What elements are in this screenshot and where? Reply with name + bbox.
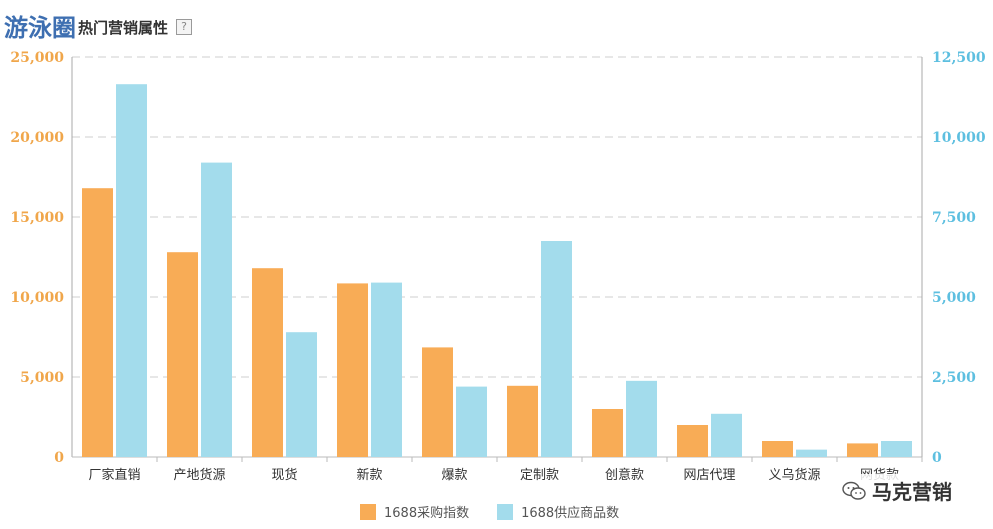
- bar-supply-count[interactable]: [626, 380, 657, 457]
- bar-supply-count[interactable]: [286, 332, 317, 457]
- grid-layer: [72, 56, 922, 378]
- bar-supply-count[interactable]: [456, 386, 487, 457]
- bar-supply-count[interactable]: [371, 282, 402, 457]
- left-tick-label: 0: [54, 450, 64, 466]
- category-label: 定制款: [520, 468, 559, 483]
- bar-supply-count[interactable]: [881, 441, 912, 457]
- legend-item-series2[interactable]: 1688供应商品数: [497, 502, 619, 521]
- category-label: 爆款: [441, 468, 467, 483]
- legend-swatch-series1: [360, 503, 376, 520]
- category-labels: 厂家直销产地货源现货新款爆款定制款创意款网店代理义乌货源网货款: [88, 457, 923, 483]
- category-label: 义乌货源: [768, 467, 820, 483]
- right-tick-label: 2,500: [932, 370, 976, 386]
- bar-supply-count[interactable]: [796, 449, 827, 457]
- watermark: 马克营销: [836, 474, 958, 507]
- bar-purchase-index[interactable]: [167, 252, 198, 457]
- legend-swatch-series2: [497, 503, 514, 520]
- category-label: 网店代理: [683, 468, 735, 483]
- bar-purchase-index[interactable]: [82, 188, 113, 457]
- watermark-text: 马克营销: [872, 480, 952, 504]
- legend-label-series2: 1688供应商品数: [521, 506, 620, 521]
- bar-purchase-index[interactable]: [337, 283, 368, 457]
- right-tick-label: 10,000: [932, 130, 986, 146]
- bar-purchase-index[interactable]: [592, 409, 623, 457]
- left-tick-label: 10,000: [10, 290, 64, 306]
- bar-supply-count[interactable]: [116, 84, 147, 457]
- help-icon[interactable]: ?: [176, 19, 193, 35]
- category-label: 创意款: [605, 467, 644, 483]
- right-tick-label: 7,500: [932, 210, 976, 226]
- bars-layer: [82, 84, 912, 457]
- wechat-icon: [842, 481, 866, 500]
- bar-purchase-index[interactable]: [422, 347, 453, 457]
- left-tick-label: 5,000: [20, 370, 64, 386]
- category-label: 厂家直销: [88, 467, 140, 483]
- right-tick-label: 12,500: [932, 50, 986, 66]
- left-tick-label: 25,000: [10, 50, 64, 66]
- bar-purchase-index[interactable]: [252, 268, 283, 457]
- title-main: 游泳圈: [4, 13, 76, 42]
- chart-title: 游泳圈 热门营销属性 ?: [4, 8, 193, 42]
- bar-purchase-index[interactable]: [677, 425, 708, 457]
- title-sub: 热门营销属性: [78, 18, 169, 37]
- right-axis: 0 2,500 5,000 7,500 10,000 12,500: [921, 50, 986, 466]
- right-tick-label: 0: [932, 450, 942, 466]
- bar-purchase-index[interactable]: [847, 443, 878, 457]
- bar-supply-count[interactable]: [201, 162, 232, 457]
- category-label: 现货: [271, 467, 297, 483]
- bar-supply-count[interactable]: [541, 241, 572, 457]
- legend-label-series1: 1688采购指数: [384, 506, 470, 521]
- bar-purchase-index[interactable]: [507, 385, 538, 457]
- bar-purchase-index[interactable]: [762, 441, 793, 457]
- left-tick-label: 20,000: [10, 130, 64, 146]
- left-tick-label: 15,000: [10, 210, 64, 226]
- category-label: 产地货源: [173, 467, 225, 483]
- bar-supply-count[interactable]: [711, 413, 742, 457]
- legend: 1688采购指数 1688供应商品数: [360, 502, 619, 521]
- legend-item-series1[interactable]: 1688采购指数: [360, 502, 469, 521]
- category-label: 新款: [356, 467, 382, 483]
- right-tick-label: 5,000: [932, 290, 976, 306]
